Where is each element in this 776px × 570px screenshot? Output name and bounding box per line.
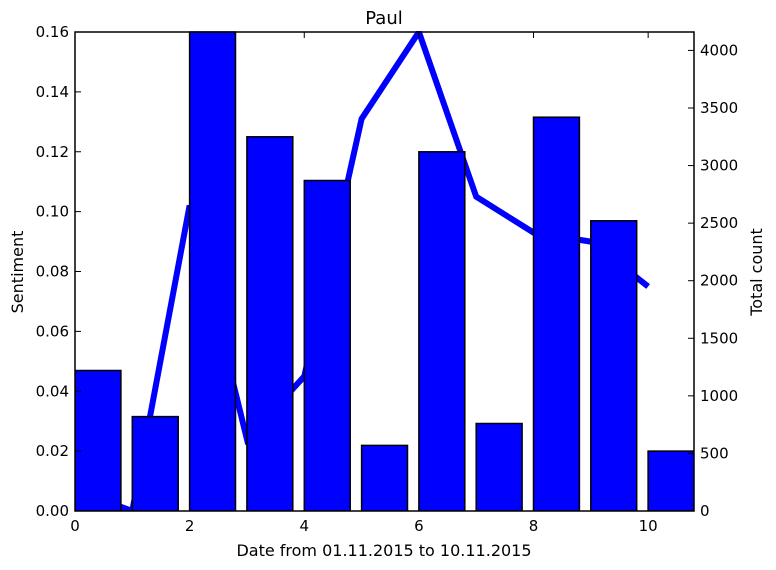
count-bar xyxy=(647,450,694,511)
count-bar xyxy=(303,179,351,511)
count-bar xyxy=(75,369,122,511)
count-bar xyxy=(246,136,294,511)
x-tick-label: 10 xyxy=(639,517,658,535)
y-right-tick-label: 500 xyxy=(700,444,729,462)
y-right-tick-label: 3000 xyxy=(700,157,738,175)
y-left-tick-label: 0.14 xyxy=(36,83,69,101)
y-right-tick-label: 3500 xyxy=(700,99,738,117)
bar-layer xyxy=(75,31,694,511)
x-tick-label: 6 xyxy=(414,517,424,535)
y-right-tick-label: 2000 xyxy=(700,272,738,290)
y-left-tick-label: 0.02 xyxy=(36,442,69,460)
count-bar xyxy=(131,415,179,511)
y-left-tick-label: 0.04 xyxy=(36,382,69,400)
y-left-tick-label: 0.00 xyxy=(36,502,69,520)
y-left-tick-label: 0.10 xyxy=(36,203,69,221)
y-right-tick-label: 0 xyxy=(700,502,710,520)
y-right-tick-label: 4000 xyxy=(700,41,738,59)
y-right-tick-label: 1000 xyxy=(700,387,738,405)
y-left-tick-label: 0.12 xyxy=(36,143,69,161)
y-left-tick-label: 0.06 xyxy=(36,322,69,340)
count-bar xyxy=(188,31,237,511)
chart-title: Paul xyxy=(365,8,403,29)
count-bar xyxy=(475,422,523,511)
y-left-tick-label: 0.16 xyxy=(36,23,69,41)
tick-layer: 0 2 4 6 8 10 0.00 0.02 0.04 0.06 0.08 0.10 0.12 0.14 0… xyxy=(36,23,739,535)
x-tick-label: 2 xyxy=(185,517,195,535)
count-bar xyxy=(418,151,466,511)
count-bar xyxy=(590,220,638,511)
y-right-tick-label: 1500 xyxy=(700,329,738,347)
y-axis-right-label: Total count xyxy=(747,228,766,317)
y-left-tick-label: 0.08 xyxy=(36,263,69,281)
x-tick-label: 4 xyxy=(299,517,309,535)
count-bar xyxy=(532,116,581,511)
x-tick-label: 0 xyxy=(70,517,80,535)
x-axis-label: Date from 01.11.2015 to 10.11.2015 xyxy=(236,541,531,560)
count-bar xyxy=(360,444,409,511)
x-tick-label: 8 xyxy=(529,517,539,535)
y-right-tick-label: 2500 xyxy=(700,214,738,232)
y-axis-left-label: Sentiment xyxy=(8,231,27,314)
